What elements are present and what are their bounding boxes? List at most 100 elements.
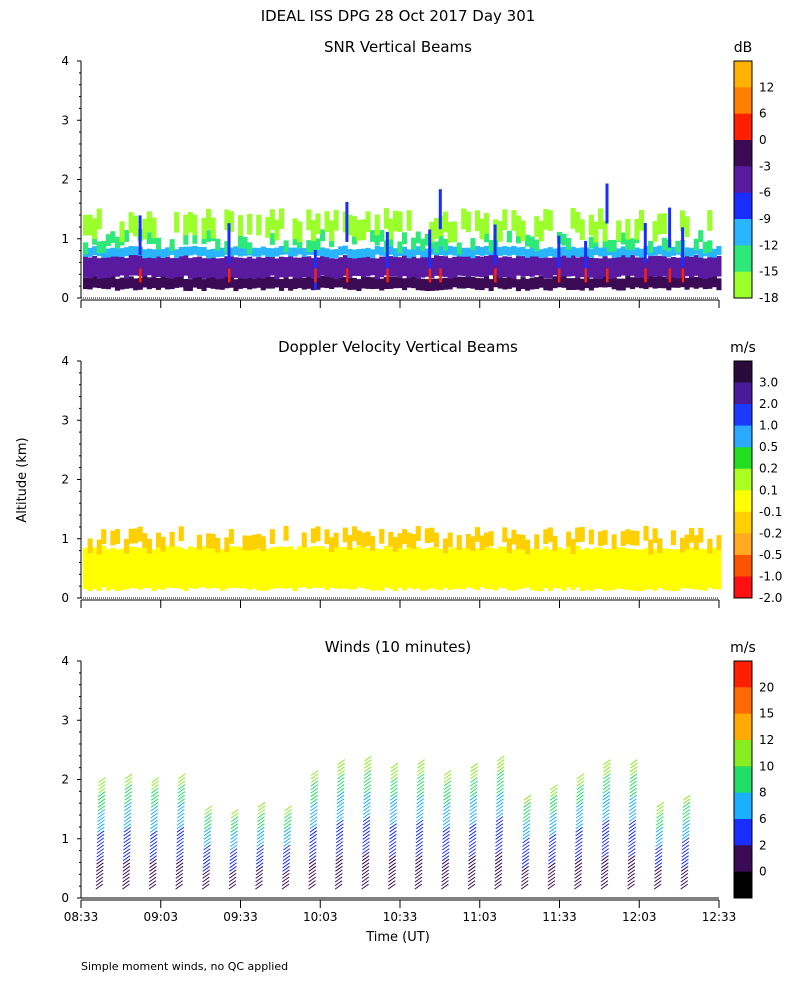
heatmap-cell — [566, 255, 572, 277]
wind-barb — [603, 759, 611, 766]
wind-barb — [681, 848, 690, 855]
wind-barb — [523, 794, 532, 801]
wind-barb — [362, 826, 371, 833]
wind-barb — [362, 819, 371, 826]
colorbar-swatch — [734, 113, 752, 141]
heatmap-cell — [575, 527, 581, 543]
heatmap-cell — [689, 256, 695, 278]
heatmap-cell — [292, 257, 298, 279]
wind-barb — [389, 830, 397, 837]
heatmap-cell — [443, 246, 449, 256]
x-tick-label: 12:03 — [622, 910, 657, 924]
heatmap-cell — [625, 548, 631, 591]
wind-barb — [469, 826, 477, 833]
wind-barb — [335, 851, 344, 858]
heatmap-cell — [452, 246, 458, 256]
heatmap-cell — [643, 277, 649, 290]
heatmap-streak — [439, 268, 442, 283]
wind-barb-column — [175, 773, 186, 890]
heatmap-cell — [333, 210, 339, 231]
heatmap-cell — [675, 549, 681, 591]
heatmap-cell — [484, 276, 490, 289]
heatmap-cell — [593, 221, 599, 243]
wind-barb — [681, 858, 689, 865]
heatmap-cell — [105, 248, 111, 258]
wind-barb — [123, 848, 131, 855]
wind-barb — [467, 876, 476, 883]
heatmap-cell — [465, 533, 471, 549]
wind-barb — [602, 805, 610, 812]
wind-barb — [310, 777, 319, 783]
heatmap-cell — [283, 525, 289, 541]
heatmap-cell — [598, 247, 604, 257]
heatmap-cell — [83, 214, 89, 236]
heatmap-cell — [114, 549, 120, 591]
heatmap-cell — [365, 255, 371, 277]
heatmap-cell — [315, 257, 321, 279]
heatmap-cell — [96, 208, 102, 230]
heatmap-cell — [283, 257, 289, 278]
wind-barb — [522, 830, 531, 837]
heatmap-cell — [547, 527, 553, 543]
heatmap-cell — [155, 532, 161, 548]
wind-barb — [442, 816, 451, 823]
heatmap-cell — [374, 233, 380, 246]
heatmap-cell — [219, 258, 225, 279]
wind-barb — [656, 812, 664, 819]
wind-barb — [151, 794, 159, 801]
heatmap-cell — [169, 239, 175, 251]
colorbar-label: -0.1 — [759, 505, 782, 519]
wind-barb — [149, 872, 157, 879]
wind-barb — [335, 858, 343, 865]
wind-barb — [469, 805, 478, 812]
wind-barb — [255, 865, 264, 872]
wind-barb — [97, 819, 105, 826]
wind-barb — [334, 876, 343, 883]
wind-barb — [335, 855, 343, 862]
heatmap-cell — [561, 246, 567, 256]
wind-barb — [175, 869, 184, 876]
wind-barb — [203, 826, 212, 833]
heatmap-cell — [114, 247, 120, 257]
heatmap-cell — [292, 277, 298, 289]
wind-barb — [175, 880, 183, 887]
heatmap-streak — [345, 268, 349, 283]
heatmap-cell — [402, 529, 408, 544]
wind-barb — [576, 787, 584, 794]
heatmap-cell — [629, 548, 635, 591]
heatmap-cell — [397, 211, 403, 232]
wind-barb — [469, 819, 477, 826]
wind-barb — [600, 883, 609, 890]
wind-barb — [496, 759, 505, 766]
heatmap-cell — [388, 256, 394, 277]
heatmap-cell — [247, 242, 253, 255]
heatmap-cell — [670, 246, 676, 256]
wind-barb — [443, 780, 452, 787]
wind-barb — [257, 805, 266, 812]
heatmap-cell — [588, 214, 594, 236]
heatmap-cell — [424, 548, 430, 590]
wind-barb — [495, 805, 504, 812]
wind-barb — [495, 848, 503, 855]
wind-barb — [230, 830, 238, 837]
wind-barb — [576, 777, 585, 783]
heatmap-cell — [320, 546, 326, 588]
heatmap-cell — [151, 549, 157, 592]
heatmap-cell — [402, 278, 408, 291]
heatmap-cell — [534, 216, 540, 237]
wind-barb — [414, 883, 423, 890]
wind-barb — [680, 869, 689, 876]
wind-barb — [523, 809, 531, 815]
wind-barb — [310, 798, 318, 805]
heatmap-cell — [611, 248, 617, 258]
wind-barb — [495, 833, 503, 840]
heatmap-cell — [447, 548, 453, 590]
heatmap-cell — [598, 547, 604, 589]
wind-barb — [414, 869, 423, 876]
wind-barb — [390, 784, 398, 791]
heatmap-cell — [657, 538, 663, 554]
wind-barb — [601, 833, 610, 840]
heatmap-cell — [128, 528, 134, 544]
heatmap-cell — [251, 247, 257, 257]
